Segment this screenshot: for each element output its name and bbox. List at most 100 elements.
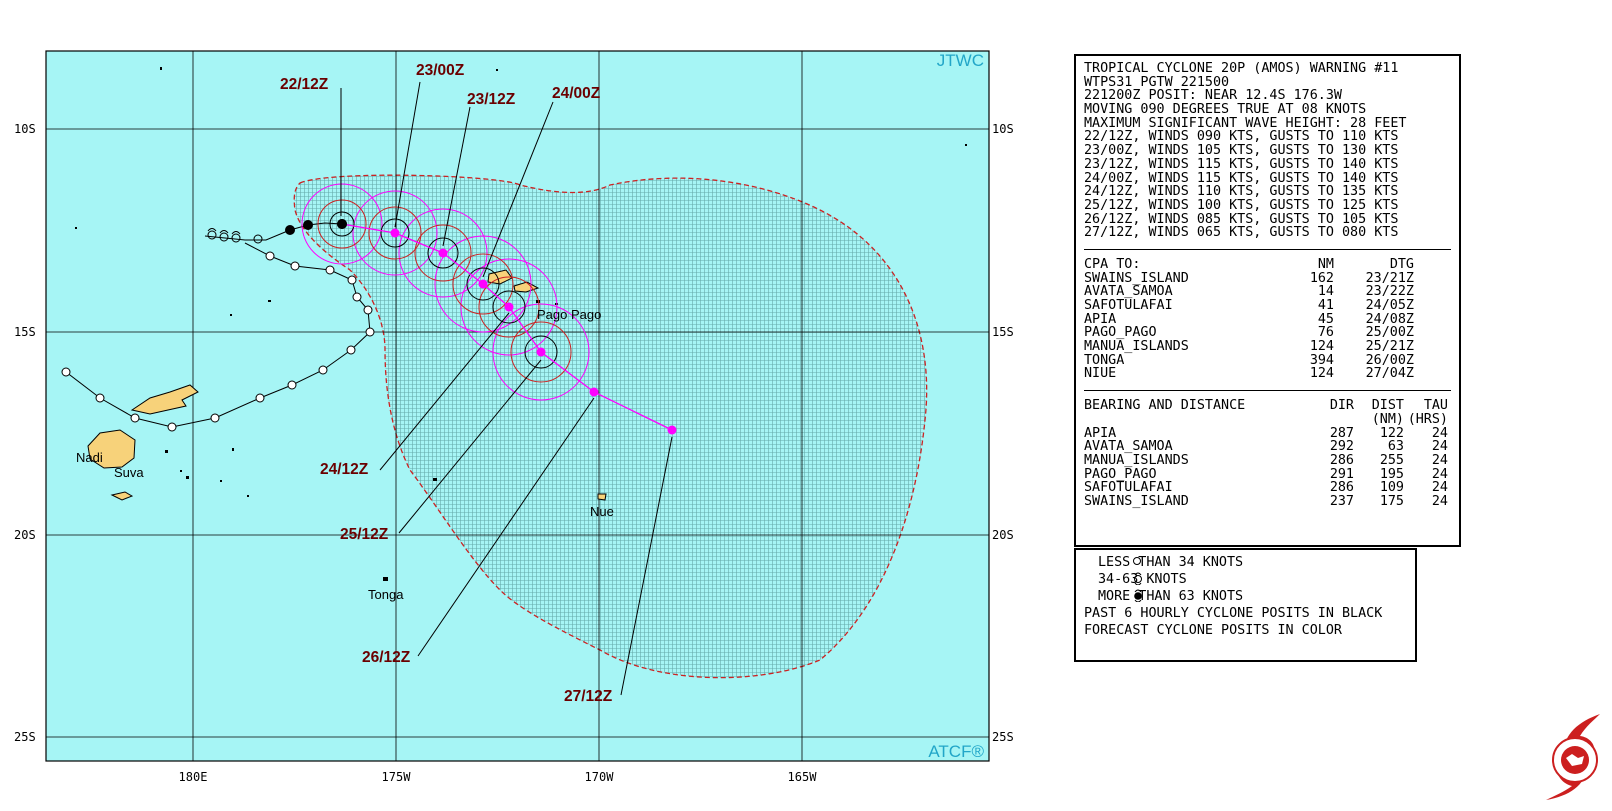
lat-label-10s: 10S (14, 122, 36, 136)
cpa-row: SWAINS_ISLAND 162 23/21Z (1084, 270, 1451, 286)
place-suva: Suva (114, 465, 144, 480)
cpa-distance: 124 (1309, 366, 1334, 382)
lon-label-180e: 180E (179, 770, 208, 784)
atcf-label: ATCF® (928, 742, 984, 761)
bearing-tau: 24 (1431, 466, 1448, 482)
cpa-time: 23/21Z (1365, 270, 1414, 286)
grid (46, 51, 989, 761)
bearing-row: APIA 287 122 24 (1084, 425, 1451, 441)
cpa-location: AVATA_SAMOA (1084, 284, 1173, 300)
fiji-kadavu (110, 491, 134, 501)
wind-radii (301, 183, 590, 401)
cpa-time: 26/00Z (1365, 352, 1414, 368)
bd-units: (NM) (HRS) (1084, 413, 1451, 427)
cpa-table: SWAINS_ISLAND 162 23/21Z AVATA_SAMOA 14 23/22… (1084, 270, 1451, 382)
cpa-location: SAFOTULAFAI (1084, 298, 1173, 313)
label-24-12z: 24/12Z (320, 461, 369, 478)
cpa-location: PAGO_PAGO (1084, 325, 1157, 341)
bearing-location: MANUA_ISLANDS (1084, 452, 1189, 468)
label-26-12z: 26/12Z (362, 649, 411, 666)
samoa-upolu (513, 281, 540, 293)
label-22-12z: 22/12Z (280, 76, 329, 93)
warning-line: 24/12Z, WINDS 110 KTS, GUSTS TO 135 KTS (1084, 184, 1399, 200)
bearing-distance: 255 (1379, 452, 1404, 468)
lon-label-175w: 175W (382, 770, 412, 784)
warning-line: 221200Z POSIT: NEAR 12.4S 176.3W (1084, 88, 1342, 104)
forecast-points (390, 228, 677, 435)
cpa-distance: 124 (1309, 339, 1334, 355)
cpa-row: AVATA_SAMOA 14 23/22Z (1084, 285, 1451, 299)
cpa-distance: 45 (1317, 311, 1334, 327)
bearing-direction: 286 (1329, 480, 1354, 496)
cpa-row: NIUE 124 27/04Z (1084, 367, 1451, 381)
bearing-distance: 175 (1379, 493, 1404, 509)
lon-label-165w: 165W (788, 770, 818, 784)
warning-lines: TROPICAL CYCLONE 20P (AMOS) WARNING #11 … (1084, 62, 1451, 240)
bearing-location: SWAINS_ISLAND (1084, 493, 1189, 509)
cpa-location: APIA (1084, 311, 1117, 327)
legend-item: LESS THAN 34 KNOTS (1084, 554, 1407, 571)
cpa-row: MANUA_ISLANDS 124 25/21Z (1084, 340, 1451, 354)
current-position (337, 219, 347, 229)
bearing-distance: 122 (1379, 425, 1404, 441)
bearing-tau: 24 (1431, 425, 1448, 441)
bd-header-name: BEARING AND DISTANCE (1084, 398, 1246, 414)
cpa-distance: 394 (1309, 352, 1334, 368)
cpa-row: SAFOTULAFAI 41 24/05Z (1084, 299, 1451, 313)
cpa-time: 25/21Z (1365, 339, 1414, 355)
warning-line: 23/00Z, WINDS 105 KTS, GUSTS TO 130 KTS (1084, 143, 1399, 159)
warning-line: WTPS31 PGTW 221500 (1084, 74, 1230, 90)
cpa-header-dtg: DTG (1389, 256, 1414, 272)
bearing-row: MANUA_ISLANDS 286 255 24 (1084, 454, 1451, 468)
bd-header-tau: TAU (1423, 398, 1448, 414)
label-23-12z: 23/12Z (467, 91, 516, 108)
bearing-row: SAFOTULAFAI 286 109 24 (1084, 481, 1451, 495)
fiji-vanua-levu (130, 384, 199, 415)
bd-header-dist: DIST (1371, 398, 1404, 414)
lat-label-25s: 25S (14, 730, 36, 744)
cpa-location: TONGA (1084, 352, 1125, 368)
lat-label-20s: 20S (14, 528, 36, 542)
bearing-location: PAGO_PAGO (1084, 466, 1157, 482)
cpa-header: CPA TO: NM DTG (1084, 258, 1451, 272)
warning-line: MAXIMUM SIGNIFICANT WAVE HEIGHT: 28 FEET (1084, 115, 1407, 131)
bearing-direction: 287 (1329, 425, 1354, 441)
label-27-12z: 27/12Z (564, 688, 613, 705)
bearing-distance: 109 (1379, 480, 1404, 496)
cpa-location: NIUE (1084, 366, 1117, 382)
legend-label: MORE THAN 63 KNOTS (1098, 588, 1244, 604)
cpa-distance: 76 (1317, 325, 1334, 341)
bearing-direction: 237 (1329, 493, 1354, 509)
forecast-track (341, 223, 673, 431)
warning-line: 26/12Z, WINDS 085 KTS, GUSTS TO 105 KTS (1084, 211, 1399, 227)
warning-line: MOVING 090 DEGREES TRUE AT 08 KNOTS (1084, 102, 1367, 118)
cpa-distance: 14 (1317, 284, 1334, 300)
warning-panel: TROPICAL CYCLONE 20P (AMOS) WARNING #11 … (1074, 54, 1461, 547)
warning-line: 23/12Z, WINDS 115 KTS, GUSTS TO 140 KTS (1084, 156, 1399, 172)
label-25-12z: 25/12Z (340, 526, 389, 543)
bearing-direction: 292 (1329, 439, 1354, 455)
place-niue: Nue (590, 504, 614, 519)
bearing-row: AVATA_SAMOA 292 63 24 (1084, 440, 1451, 454)
legend-note: PAST 6 HOURLY CYCLONE POSITS IN BLACK (1084, 605, 1383, 621)
leader-lines (340, 81, 673, 696)
legend-note: FORECAST CYCLONE POSITS IN COLOR (1084, 622, 1342, 638)
bearing-tau: 24 (1431, 439, 1448, 455)
cpa-distance: 41 (1317, 298, 1334, 313)
lat-label-20s-right: 20S (992, 528, 1014, 542)
bearing-direction: 291 (1329, 466, 1354, 482)
legend-label: 34-63 KNOTS (1098, 571, 1187, 587)
bearing-tau: 24 (1431, 480, 1448, 496)
jtwc-logo (1546, 714, 1600, 800)
open-circle-icon (1084, 542, 1142, 583)
lat-label-15s-right: 15S (992, 325, 1014, 339)
cpa-row: APIA 45 24/08Z (1084, 311, 1451, 327)
cpa-location: SWAINS_ISLAND (1084, 270, 1189, 286)
legend-item: 34-63 KNOTS (1084, 571, 1407, 588)
bd-header: BEARING AND DISTANCE DIR DIST TAU (1084, 399, 1451, 413)
fiji-viti-levu (87, 429, 136, 469)
map-frame (45, 50, 990, 762)
place-nadi: Nadi (76, 450, 103, 465)
cpa-time: 25/00Z (1365, 325, 1414, 341)
divider (1084, 248, 1451, 250)
